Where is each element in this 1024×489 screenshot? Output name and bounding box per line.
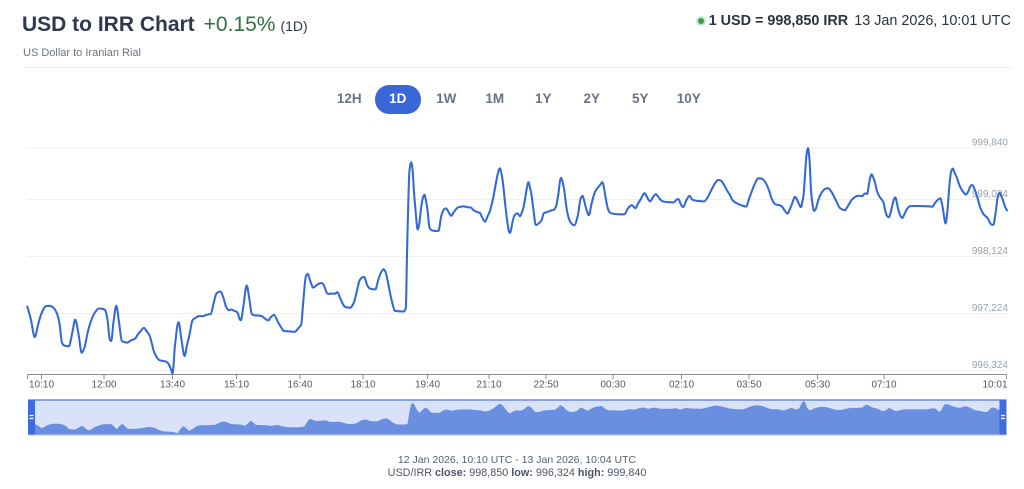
- svg-text:996,324: 996,324: [972, 360, 1009, 371]
- svg-text:10:10: 10:10: [29, 380, 54, 391]
- svg-text:15:10: 15:10: [224, 380, 249, 391]
- svg-text:22:50: 22:50: [533, 380, 558, 391]
- svg-text:19:40: 19:40: [415, 380, 440, 391]
- svg-text:999,024: 999,024: [972, 189, 1009, 200]
- svg-text:10:01: 10:01: [982, 380, 1007, 391]
- svg-text:21:10: 21:10: [476, 380, 501, 391]
- svg-text:05:30: 05:30: [805, 380, 830, 391]
- svg-text:07:10: 07:10: [871, 380, 896, 391]
- svg-text:998,124: 998,124: [972, 246, 1009, 257]
- svg-text:02:10: 02:10: [669, 380, 694, 391]
- svg-text:999,840: 999,840: [972, 138, 1009, 149]
- svg-text:13:40: 13:40: [160, 380, 185, 391]
- svg-text:00:30: 00:30: [600, 380, 625, 391]
- svg-text:16:40: 16:40: [287, 380, 312, 391]
- svg-text:997,224: 997,224: [972, 303, 1009, 314]
- svg-text:18:10: 18:10: [350, 380, 375, 391]
- svg-text:12:00: 12:00: [91, 380, 116, 391]
- svg-text:03:50: 03:50: [736, 380, 761, 391]
